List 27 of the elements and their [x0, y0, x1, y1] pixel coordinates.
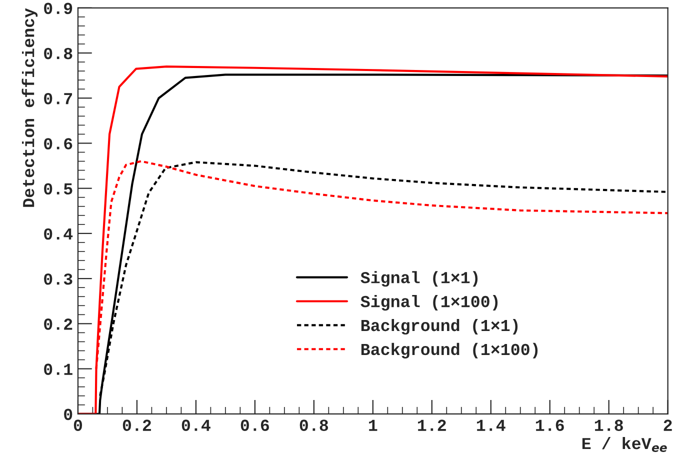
- x-tick-label: 1.2: [418, 420, 446, 431]
- x-tick-label: 1.6: [536, 420, 564, 431]
- legend-label: Background (1×100): [361, 342, 538, 358]
- y-tick-label: 0.7: [44, 93, 72, 104]
- x-tick-label: 0: [74, 420, 82, 431]
- y-tick-label: 0.3: [44, 273, 72, 285]
- y-axis-title: Detection efficiency: [22, 8, 38, 207]
- y-tick-label: 0.5: [44, 183, 72, 195]
- legend-label: Background (1×1): [361, 318, 518, 335]
- y-tick-label: 0.9: [44, 2, 72, 14]
- y-tick-label: 0.6: [44, 138, 72, 150]
- y-tick-label: 0.8: [44, 48, 72, 60]
- y-tick-label: 0.2: [44, 318, 72, 330]
- x-tick-label: 0.8: [300, 420, 328, 431]
- x-tick-label: 0.2: [122, 420, 151, 431]
- x-tick-label: 0.4: [182, 420, 210, 431]
- x-tick-label: 2: [664, 420, 672, 431]
- legend-label: Signal (1×100): [360, 295, 498, 311]
- x-axis-title: E / keV$_{ee}$: [582, 436, 667, 452]
- x-tick-label: 0.6: [240, 420, 269, 431]
- y-tick-label: 0: [64, 408, 72, 420]
- x-tick-label: 1: [369, 420, 378, 431]
- y-tick-label: 0.4: [44, 228, 73, 240]
- legend-label: Signal (1×1): [360, 271, 478, 287]
- x-tick-label: 1.4: [476, 420, 506, 431]
- y-tick-label: 0.1: [44, 364, 72, 375]
- x-tick-label: 1.8: [594, 420, 623, 431]
